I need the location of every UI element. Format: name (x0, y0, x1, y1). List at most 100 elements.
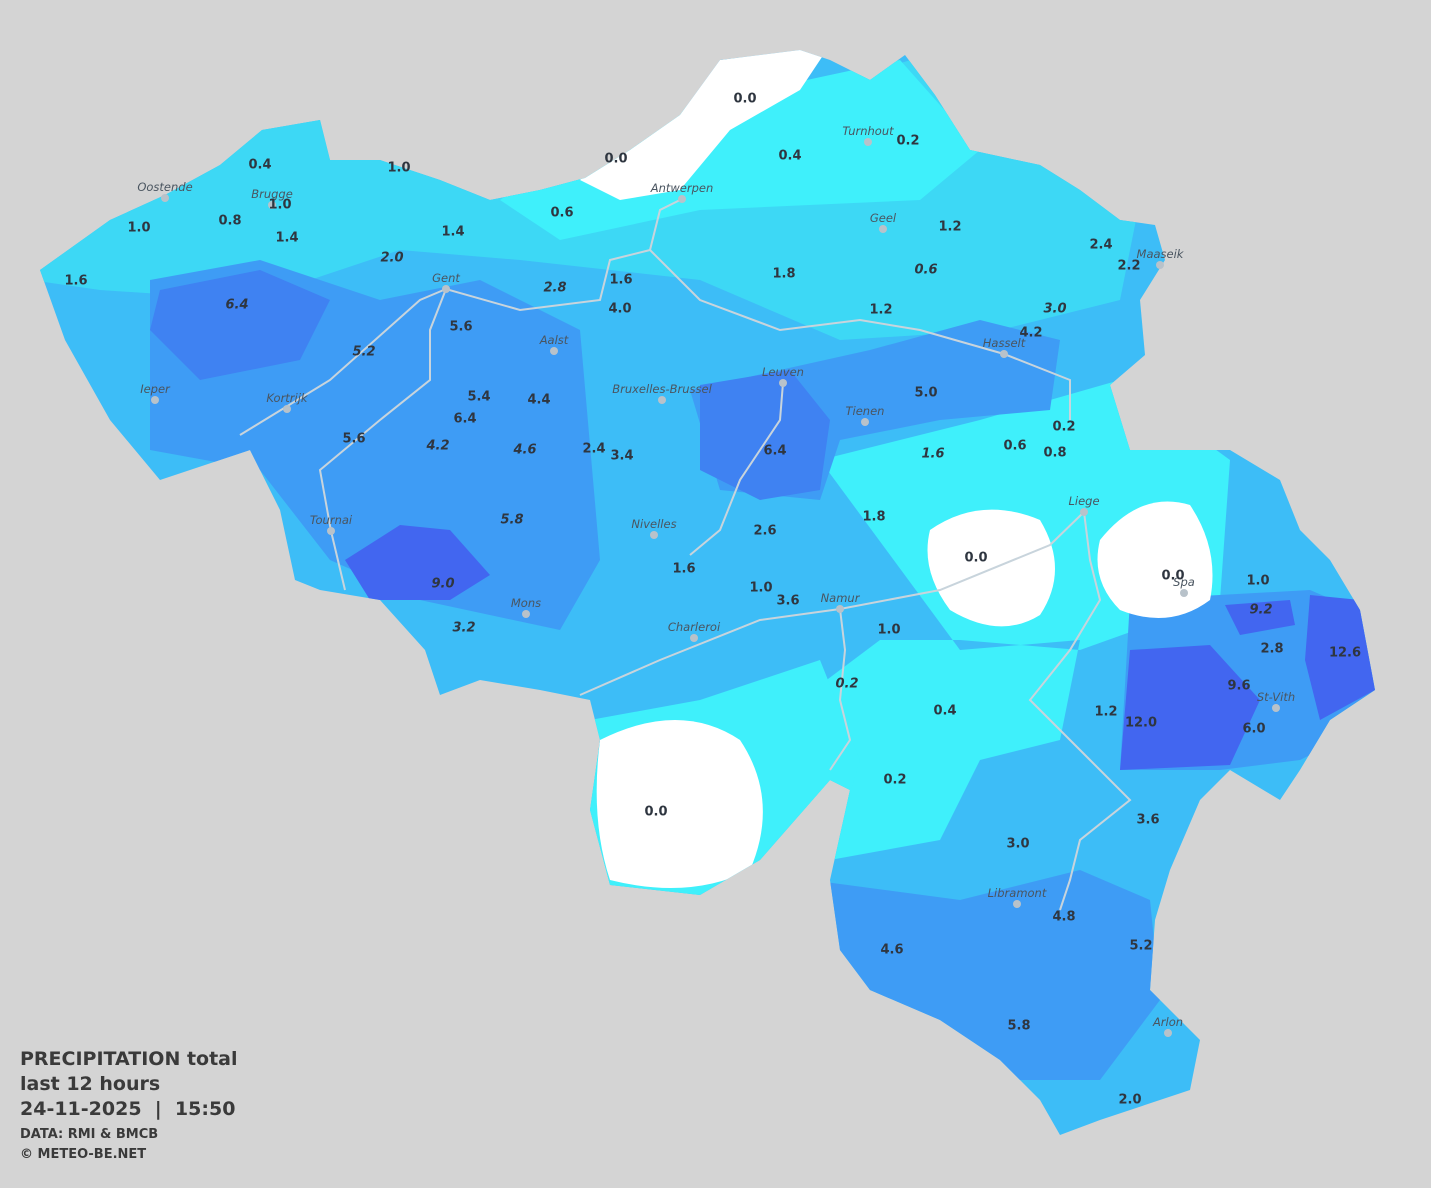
station-value: 0.4 (778, 149, 801, 164)
station-value: 4.2 (425, 439, 449, 454)
station-value: 0.0 (733, 92, 756, 107)
station-value: 0.4 (248, 158, 271, 173)
station-value: 2.4 (1089, 238, 1112, 253)
field-zone (1305, 595, 1375, 720)
city-dot (879, 225, 887, 233)
station-value: 4.6 (880, 943, 903, 958)
station-value: 9.2 (1249, 603, 1272, 618)
station-value: 1.2 (1094, 705, 1117, 720)
city-label: Nivelles (631, 517, 676, 531)
city-label: Oostende (137, 180, 192, 194)
station-value: 0.6 (914, 263, 937, 278)
station-value: 1.0 (268, 198, 291, 213)
city-dot (861, 418, 869, 426)
station-value: 2.6 (753, 524, 776, 539)
city-dot (836, 605, 844, 613)
station-value: 1.0 (127, 221, 150, 236)
legend-title: PRECIPITATION total (20, 1048, 238, 1070)
station-value: 1.0 (1246, 574, 1269, 589)
station-value: 2.0 (1118, 1093, 1141, 1108)
station-value: 2.0 (380, 251, 403, 266)
city-dot (283, 405, 291, 413)
station-value: 4.8 (1052, 910, 1075, 925)
station-value: 5.4 (467, 390, 490, 405)
dry-zone (596, 720, 763, 888)
city-label: Kortrijk (266, 391, 309, 405)
station-value: 1.6 (921, 447, 944, 462)
city-label: Tournai (310, 513, 353, 527)
station-value: 3.2 (452, 621, 475, 636)
field-zone (700, 370, 830, 500)
city-dot (678, 195, 686, 203)
river (239, 198, 683, 436)
station-value: 0.4 (933, 704, 956, 719)
city-dot (779, 379, 787, 387)
city-dot (1013, 900, 1021, 908)
river (689, 382, 784, 556)
river (649, 249, 1071, 420)
station-value: 1.4 (275, 231, 298, 246)
city-dot (442, 285, 450, 293)
city-label: Ieper (140, 382, 171, 396)
station-value: 2.2 (1117, 259, 1140, 274)
city-label: Geel (870, 211, 897, 225)
legend-datetime: 24-11-2025 | 15:50 (20, 1098, 235, 1120)
city-label: Arlon (1152, 1015, 1183, 1029)
station-value: 12.0 (1125, 716, 1157, 731)
field-zone (345, 525, 490, 600)
station-value: 1.8 (862, 510, 885, 525)
station-value: 3.6 (1136, 813, 1159, 828)
station-value: 4.4 (527, 393, 550, 408)
station-value: 9.0 (431, 577, 454, 592)
river (1028, 511, 1132, 911)
city-label: Turnhout (842, 124, 894, 138)
station-value: 6.0 (1242, 722, 1265, 737)
city-label: Maaseik (1137, 247, 1185, 261)
station-value: 1.0 (749, 581, 772, 596)
city-label: Bruxelles-Brussel (612, 382, 712, 396)
station-value: 6.4 (763, 444, 786, 459)
station-value: 1.6 (672, 562, 695, 577)
city-label: Aalst (539, 333, 569, 347)
station-value: 3.4 (610, 449, 633, 464)
legend: PRECIPITATION total last 12 hours 24-11-… (20, 1048, 238, 1162)
station-value: 0.8 (218, 214, 241, 229)
station-value: 2.4 (582, 442, 605, 457)
station-value: 0.2 (835, 677, 858, 692)
station-value: 4.0 (608, 302, 631, 317)
city-dot (1164, 1029, 1172, 1037)
city-dot (550, 347, 558, 355)
dry-zone (1097, 501, 1213, 618)
station-value: 0.6 (550, 206, 573, 221)
city-dot (1000, 350, 1008, 358)
field-zone (810, 870, 1160, 1080)
city-dot (151, 396, 159, 404)
station-value: 5.6 (342, 432, 365, 447)
city-dot (690, 634, 698, 642)
station-value: 6.4 (453, 412, 476, 427)
city-dot (650, 531, 658, 539)
station-value: 0.2 (883, 773, 906, 788)
city-dot (1272, 704, 1280, 712)
station-value: 2.8 (1260, 642, 1283, 657)
station-value: 1.0 (387, 161, 410, 176)
field-zone (150, 270, 330, 380)
field-zone (1120, 645, 1260, 770)
station-value: 0.8 (1043, 446, 1066, 461)
city-label: Brugge (251, 187, 293, 201)
station-value: 1.4 (441, 225, 464, 240)
legend-source: DATA: RMI & BMCB (20, 1127, 158, 1142)
station-value: 2.8 (543, 281, 566, 296)
cities: Oostende Brugge Antwerpen Turnhout Geel Maase… (137, 124, 1295, 1037)
city-dot (327, 527, 335, 535)
station-value: 1.6 (609, 273, 632, 288)
station-value: 0.6 (1003, 439, 1026, 454)
station-value: 9.6 (1227, 679, 1250, 694)
station-value: 4.6 (512, 443, 536, 458)
city-dot (1180, 589, 1188, 597)
city-label: St-Vith (1257, 690, 1295, 704)
station-value: 1.6 (64, 274, 87, 289)
station-value: 1.8 (772, 267, 795, 282)
city-label: Antwerpen (650, 181, 714, 195)
